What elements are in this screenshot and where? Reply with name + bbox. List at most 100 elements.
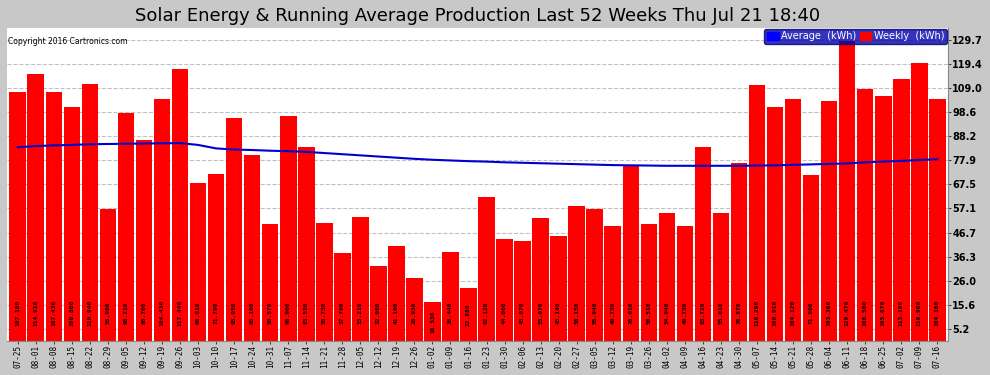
Text: 114.910: 114.910 (34, 300, 39, 326)
Text: 38.440: 38.440 (448, 302, 453, 324)
Text: 32.060: 32.060 (376, 302, 381, 324)
Text: 76.010: 76.010 (629, 302, 634, 324)
Bar (533, 218, 548, 341)
Bar (443, 252, 458, 341)
Bar (731, 163, 747, 341)
Bar (803, 175, 820, 341)
Bar (244, 155, 260, 341)
Title: Solar Energy & Running Average Production Last 52 Weeks Thu Jul 21 18:40: Solar Energy & Running Average Productio… (135, 7, 820, 25)
Text: 110.290: 110.290 (754, 300, 759, 326)
Bar (460, 288, 477, 341)
Bar (695, 147, 711, 341)
Bar (911, 63, 928, 341)
Text: 80.100: 80.100 (249, 302, 254, 324)
Text: 41.100: 41.100 (394, 302, 399, 324)
Text: 71.790: 71.790 (214, 302, 219, 324)
Text: 53.070: 53.070 (539, 302, 544, 324)
Text: 16.530: 16.530 (430, 310, 435, 333)
Bar (316, 223, 333, 341)
Text: 76.870: 76.870 (737, 302, 742, 324)
Text: 71.600: 71.600 (809, 302, 814, 324)
Text: 49.730: 49.730 (610, 302, 615, 324)
Text: 62.120: 62.120 (484, 302, 489, 324)
Bar (821, 101, 838, 341)
Bar (929, 99, 945, 341)
Bar (893, 79, 910, 341)
Bar (388, 246, 405, 341)
Text: 110.940: 110.940 (87, 300, 92, 326)
Bar (226, 118, 243, 341)
Bar (623, 165, 640, 341)
Bar (190, 183, 206, 341)
Text: 68.010: 68.010 (196, 302, 201, 324)
Bar (766, 107, 783, 341)
Bar (641, 224, 657, 341)
Text: 26.930: 26.930 (412, 302, 417, 324)
Text: 54.940: 54.940 (664, 302, 669, 324)
Text: 129.470: 129.470 (844, 300, 849, 326)
Text: 113.100: 113.100 (899, 300, 904, 326)
Bar (10, 92, 26, 341)
Bar (586, 209, 603, 341)
Bar (424, 303, 441, 341)
Bar (334, 253, 350, 341)
Bar (370, 267, 387, 341)
Bar (171, 69, 188, 341)
Text: 100.910: 100.910 (772, 300, 777, 326)
Bar (713, 213, 730, 341)
Text: 45.140: 45.140 (556, 302, 561, 324)
Bar (28, 75, 45, 341)
Text: 108.500: 108.500 (862, 300, 867, 326)
Bar (100, 209, 116, 341)
Text: 49.730: 49.730 (682, 302, 687, 324)
Text: 105.670: 105.670 (881, 300, 886, 326)
Bar (676, 225, 693, 341)
Text: 104.160: 104.160 (935, 300, 940, 326)
Legend: Average  (kWh), Weekly  (kWh): Average (kWh), Weekly (kWh) (764, 29, 947, 44)
Text: 117.440: 117.440 (177, 300, 182, 326)
Text: Copyright 2016 Cartronics.com: Copyright 2016 Cartronics.com (8, 37, 128, 46)
Bar (550, 236, 567, 341)
Bar (298, 147, 315, 341)
Bar (280, 116, 297, 341)
Bar (136, 140, 152, 341)
Text: 56.980: 56.980 (105, 302, 111, 324)
Bar (568, 206, 585, 341)
Text: 100.800: 100.800 (69, 300, 74, 326)
Bar (658, 213, 675, 341)
Text: 83.550: 83.550 (304, 302, 309, 324)
Text: 50.730: 50.730 (322, 302, 327, 324)
Text: 83.720: 83.720 (700, 302, 706, 324)
Text: 58.150: 58.150 (574, 302, 579, 324)
Text: 50.570: 50.570 (267, 302, 272, 324)
Text: 95.950: 95.950 (232, 302, 237, 324)
Text: 43.070: 43.070 (520, 302, 525, 324)
Text: 86.760: 86.760 (142, 302, 147, 324)
Bar (875, 96, 892, 341)
Bar (262, 224, 278, 341)
Bar (496, 238, 513, 341)
Bar (748, 85, 765, 341)
Bar (153, 99, 170, 341)
Text: 96.900: 96.900 (286, 302, 291, 324)
Text: 107.190: 107.190 (15, 300, 20, 326)
Text: 98.210: 98.210 (124, 302, 129, 324)
Bar (857, 89, 873, 341)
Bar (605, 225, 621, 341)
Bar (81, 84, 98, 341)
Text: 56.940: 56.940 (592, 302, 597, 324)
Bar (46, 92, 62, 341)
Text: 104.120: 104.120 (791, 300, 796, 326)
Bar (63, 107, 80, 341)
Text: 107.430: 107.430 (51, 300, 56, 326)
Bar (515, 241, 531, 341)
Text: 103.360: 103.360 (827, 300, 832, 326)
Text: 50.510: 50.510 (646, 302, 651, 324)
Bar (785, 99, 801, 341)
Text: 104.430: 104.430 (159, 300, 164, 326)
Text: 37.790: 37.790 (340, 302, 345, 324)
Text: 53.210: 53.210 (357, 302, 363, 324)
Text: 119.900: 119.900 (917, 300, 922, 326)
Bar (208, 174, 225, 341)
Text: 55.010: 55.010 (719, 302, 724, 324)
